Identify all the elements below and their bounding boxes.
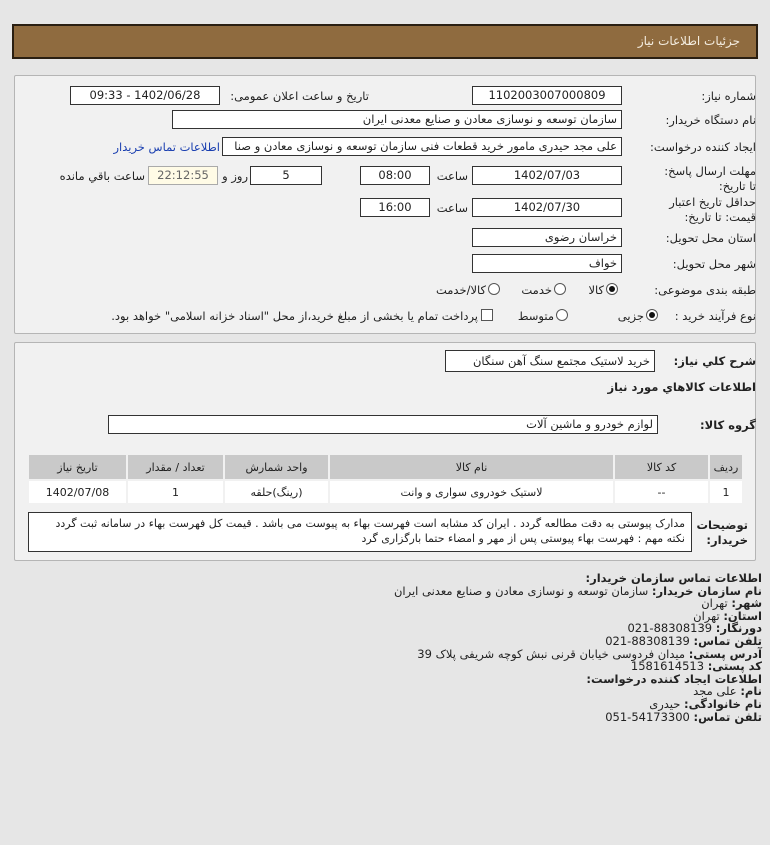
col-code: کد کالا [615,455,708,479]
process-label: نوع فرآیند خرید : [674,309,756,323]
validity-label: حداقل تاریخ اعتبار قیمت: تا تاریخ: [669,195,756,224]
org-label: نام سازمان خریدار: [651,583,762,598]
days-label: روز و [222,169,248,183]
postal-label: کد پستی: [707,659,762,674]
family-label: نام خانوادگی: [684,696,762,711]
phone-value: 88308139-021 [605,633,690,648]
cell-code: -- [615,481,708,503]
contact-heading: اطلاعات تماس سازمان خریدار: [585,571,762,585]
validity-date-field: 1402/07/30 [472,198,622,217]
process-option-medium: متوسط [517,309,554,323]
notes-label: توضیحات خریدار: [696,518,749,547]
province-label: استان: [723,608,762,623]
page-header: جزئيات اطلاعات نياز [12,24,758,59]
deadline-time-field: 08:00 [360,166,430,185]
creator-phone-value: 54173300-051 [605,709,690,724]
category-label: طبقه بندی موضوعی: [654,283,756,297]
col-name: نام کالا [330,455,613,479]
category-option-both: کالا/خدمت [435,283,486,297]
deadline-date-field: 1402/07/03 [472,166,622,185]
goods-group-label: گروه کالا: [700,418,756,432]
cell-date: 1402/07/08 [29,481,126,503]
category-radio-both[interactable] [488,283,500,295]
table-header-row: ردیف کد کالا نام کالا واحد شمارش تعداد /… [29,455,742,479]
treasury-payment-note: پرداخت تمام یا بخشی از مبلغ خرید،از محل … [111,309,478,323]
goods-table: ردیف کد کالا نام کالا واحد شمارش تعداد /… [27,453,744,505]
buyer-label: نام دستگاه خریدار: [665,113,756,127]
need-number-field: 1102003007000809 [472,86,622,105]
time-remaining-label: ساعت باقي مانده [59,169,145,183]
category-radio-service[interactable] [554,283,566,295]
name-value: علی مجد [693,684,737,699]
cell-row: 1 [710,481,742,503]
summary-field: خرید لاستیک مجتمع سنگ آهن سنگان [445,350,655,372]
family-value: حیدری [649,696,681,711]
col-row: ردیف [710,455,742,479]
postal-value: 1581614513 [630,659,705,674]
creator-heading: اطلاعات ایجاد کننده درخواست: [586,671,762,686]
phone-label: تلفن تماس: [693,633,762,648]
col-date: تاریخ نیاز [29,455,126,479]
process-radio-minor[interactable] [646,309,658,321]
name-label: نام: [740,684,762,699]
province-value: تهران [693,608,720,623]
deadline-label: مهلت ارسال پاسخ: تا تاریخ: [664,164,756,193]
category-radio-goods[interactable] [606,283,618,295]
creator-label: ایجاد کننده درخواست: [650,140,756,154]
city-label: شهر: [731,596,762,611]
category-option-goods: کالا [588,283,604,297]
treasury-payment-checkbox[interactable] [481,309,493,321]
buyer-notes: مدارک پیوستی به دقت مطالعه گردد . ایران … [28,512,692,552]
announce-field: 1402/06/28 - 09:33 [70,86,220,105]
category-option-service: خدمت [521,283,552,297]
need-number-label: شماره نیاز: [701,89,756,103]
deadline-time-label: ساعت [436,169,468,183]
province-field: خراسان رضوی [472,228,622,247]
page-title: جزئيات اطلاعات نياز [637,34,740,48]
org-value: سازمان توسعه و نوسازی معادن و صنایع معدن… [393,583,649,598]
creator-field: علی مجد حیدری مامور خرید قطعات فنی سازما… [222,137,622,156]
cell-qty: 1 [128,481,223,503]
city-field: خواف [472,254,622,273]
buyer-field: سازمان توسعه و نوسازی معادن و صنایع معدن… [172,110,622,129]
creator-phone-label: تلفن تماس: [693,709,762,724]
province-label: استان محل تحویل: [665,231,756,245]
cell-name: لاستیک خودروی سواری و وانت [330,481,613,503]
city-value: تهران [701,596,728,611]
summary-label: شرح کلي نياز: [673,354,756,368]
process-option-minor: جزیی [617,309,644,323]
validity-time-field: 16:00 [360,198,430,217]
goods-group-field: لوازم خودرو و ماشین آلات [108,415,658,434]
fax-label: دورنگار: [715,621,762,636]
fax-value: 88308139-021 [627,621,713,636]
cell-unit: (رینگ)حلقه [225,481,328,503]
contact-info: اطلاعات تماس سازمان خریدار: نام سازمان خ… [394,572,762,723]
city-label: شهر محل تحویل: [672,257,756,271]
address-value: میدان فردوسی خیابان قرنی نبش کوچه شریفی … [417,646,686,661]
table-row: 1 -- لاستیک خودروی سواری و وانت (رینگ)حل… [29,481,742,503]
time-remaining-field: 22:12:55 [148,166,218,185]
validity-time-label: ساعت [436,201,468,215]
col-unit: واحد شمارش [225,455,328,479]
goods-heading: اطلاعات کالاهاي مورد نياز [607,380,756,394]
process-radio-medium[interactable] [556,309,568,321]
announce-label: تاریخ و ساعت اعلان عمومی: [230,89,369,103]
address-label: آدرس پستی: [688,646,762,661]
buyer-contact-link[interactable]: اطلاعات تماس خریدار [113,140,220,154]
col-qty: تعداد / مقدار [128,455,223,479]
days-remaining-field: 5 [250,166,322,185]
